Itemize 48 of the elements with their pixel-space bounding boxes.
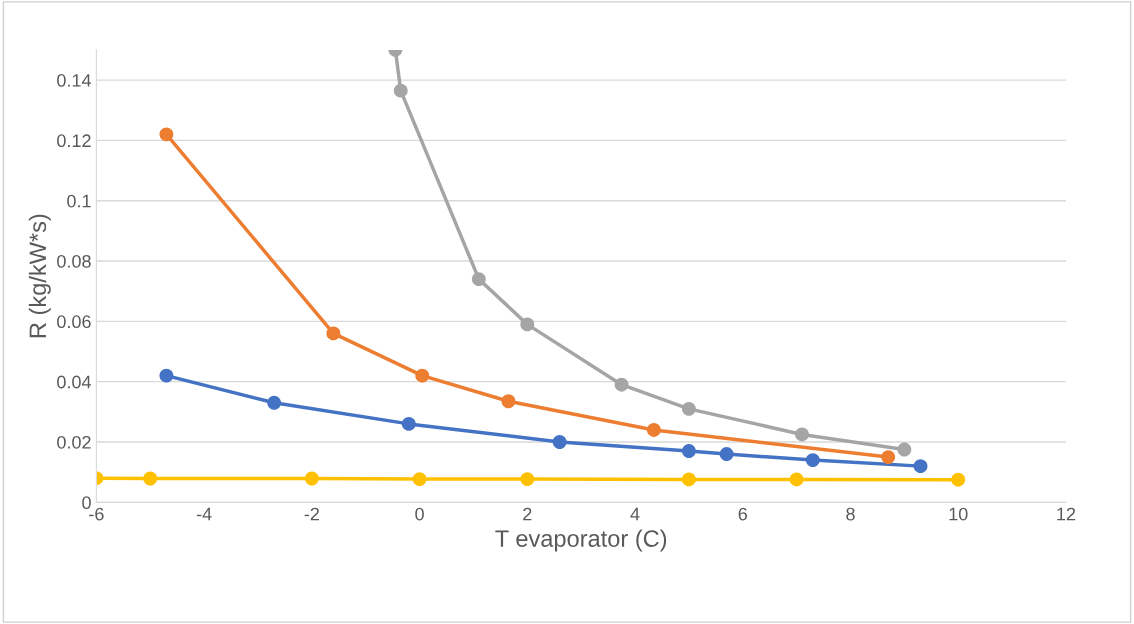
point xyxy=(913,459,928,474)
x-tick-label: -2 xyxy=(304,507,319,521)
point xyxy=(805,453,820,468)
point xyxy=(719,447,734,462)
point xyxy=(159,127,174,142)
point xyxy=(326,326,341,341)
y-axis-title: R (kg/kW*s) xyxy=(28,214,51,338)
y-tick-label: 0.12 xyxy=(57,134,91,148)
point xyxy=(881,450,896,465)
y-tick-label: 0.04 xyxy=(57,375,91,389)
point xyxy=(159,368,174,383)
x-tick-label: 0 xyxy=(415,507,424,521)
point xyxy=(415,368,430,383)
x-tick-label: -4 xyxy=(196,507,212,521)
point xyxy=(412,472,427,487)
x-tick-label: -6 xyxy=(89,507,104,521)
point xyxy=(304,471,319,486)
x-tick-label: 10 xyxy=(949,507,968,521)
point xyxy=(646,422,661,437)
x-tick-label: 12 xyxy=(1057,507,1076,521)
point xyxy=(614,377,629,392)
x-tick-label: 6 xyxy=(738,507,747,521)
x-axis-title: T evaporator (C) xyxy=(495,529,667,552)
point xyxy=(681,444,696,458)
x-tick-label: 8 xyxy=(846,507,855,521)
point xyxy=(552,435,567,449)
point xyxy=(795,427,809,442)
point xyxy=(520,472,535,487)
y-tick-label: 0.14 xyxy=(57,74,91,87)
point xyxy=(267,395,282,410)
x-tick-label: 2 xyxy=(523,507,532,521)
point xyxy=(143,471,158,486)
point xyxy=(897,442,912,457)
point xyxy=(681,401,696,416)
point xyxy=(501,394,516,409)
y-tick-label: 0 xyxy=(82,496,91,510)
y-tick-label: 0.08 xyxy=(57,254,91,268)
point xyxy=(951,472,966,487)
y-tick-label: 0.06 xyxy=(57,315,91,329)
point xyxy=(401,416,416,431)
point xyxy=(393,83,408,98)
point xyxy=(681,472,696,487)
y-tick-label: 0.1 xyxy=(67,194,91,208)
point xyxy=(471,272,486,287)
point xyxy=(789,472,804,487)
x-tick-label: 4 xyxy=(630,507,640,521)
y-tick-label: 0.02 xyxy=(57,435,91,449)
point xyxy=(520,317,535,332)
